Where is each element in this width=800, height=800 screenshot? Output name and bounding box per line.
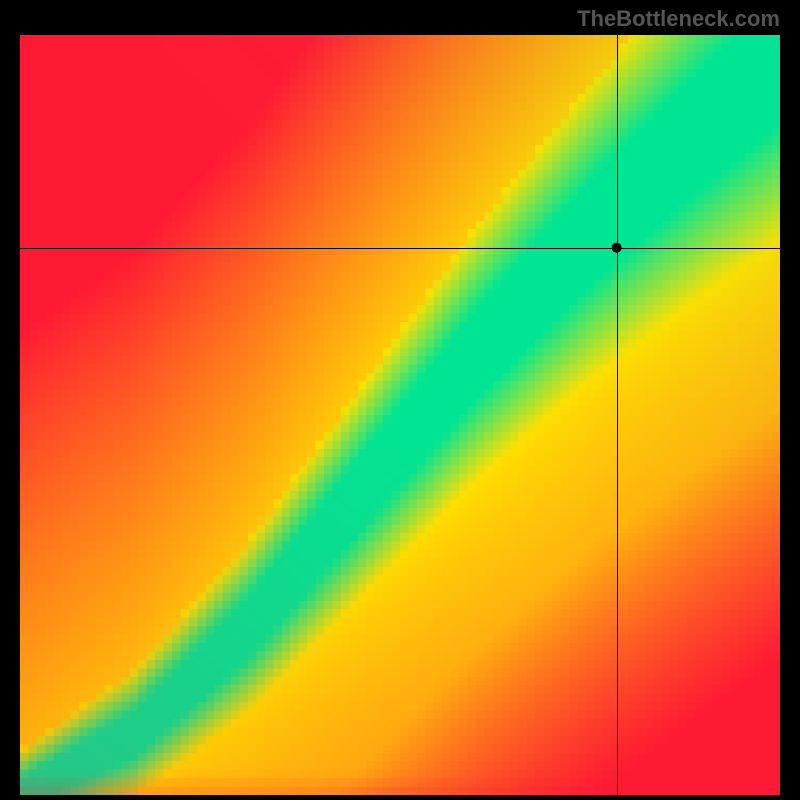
watermark-label: TheBottleneck.com <box>577 6 780 32</box>
chart-container: TheBottleneck.com <box>0 0 800 800</box>
crosshair-overlay <box>0 0 800 800</box>
